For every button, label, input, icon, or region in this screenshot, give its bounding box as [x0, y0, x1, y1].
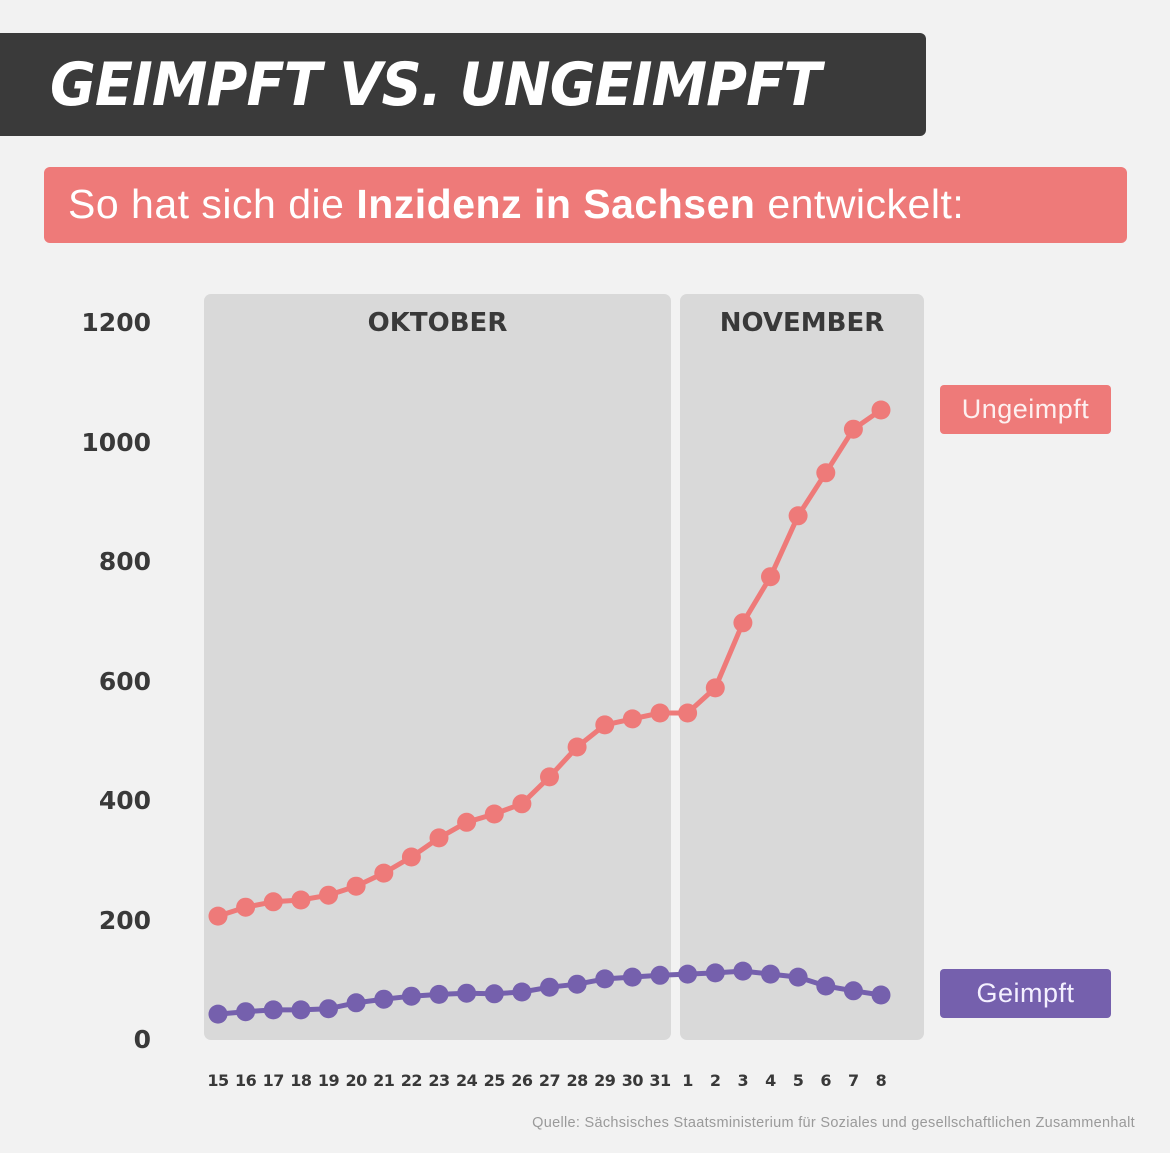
- y-tick-label: 0: [133, 1025, 151, 1054]
- x-tick-label: 25: [483, 1071, 506, 1090]
- y-tick-label: 200: [98, 905, 151, 935]
- x-tick-label: 2: [709, 1071, 721, 1090]
- legend-geimpft: Geimpft: [940, 969, 1111, 1018]
- x-tick-label: 19: [317, 1071, 340, 1090]
- x-tick-label: 22: [400, 1071, 423, 1090]
- x-tick-label: 27: [538, 1071, 561, 1090]
- x-tick-label: 7: [848, 1071, 859, 1090]
- x-tick-label: 18: [290, 1071, 312, 1090]
- x-tick-label: 6: [820, 1071, 832, 1090]
- month-label-oktober: OKTOBER: [367, 308, 508, 338]
- x-tick-label: 30: [621, 1071, 644, 1090]
- x-tick-label: 8: [875, 1071, 887, 1090]
- x-tick-label: 4: [765, 1071, 776, 1090]
- y-tick-label: 400: [98, 786, 151, 815]
- x-tick-label: 31: [649, 1071, 671, 1090]
- x-tick-label: 28: [566, 1071, 588, 1090]
- x-tick-label: 16: [234, 1071, 257, 1090]
- x-tick-label: 1: [682, 1071, 693, 1090]
- subtitle-pre: So hat sich die: [68, 181, 357, 227]
- x-tick-label: 26: [511, 1071, 533, 1090]
- subtitle-banner: So hat sich die Inzidenz in Sachsen entw…: [44, 167, 1127, 243]
- x-tick-label: 20: [345, 1071, 367, 1090]
- y-tick-label: 800: [98, 547, 151, 576]
- source-note: Quelle: Sächsisches Staatsministerium fü…: [532, 1115, 1135, 1131]
- title-banner: GEIMPFT VS. UNGEIMPFT: [0, 33, 926, 136]
- x-tick-label: 21: [373, 1071, 395, 1090]
- y-tick-label: 1000: [81, 427, 151, 457]
- x-tick-label: 17: [262, 1071, 285, 1090]
- x-tick-label: 23: [428, 1071, 450, 1090]
- month-panel-oktober: OKTOBER: [204, 294, 671, 1040]
- y-tick-label: 600: [98, 666, 151, 696]
- x-tick-label: 15: [207, 1071, 229, 1090]
- x-tick-label: 29: [594, 1071, 616, 1090]
- legend-ungeimpft: Ungeimpft: [940, 385, 1111, 434]
- month-label-november: NOVEMBER: [719, 308, 885, 338]
- subtitle-post: entwickelt:: [755, 181, 965, 227]
- y-tick-label: 1200: [81, 308, 151, 337]
- x-tick-label: 24: [455, 1071, 478, 1090]
- month-panel-november: NOVEMBER: [680, 294, 924, 1040]
- subtitle: So hat sich die Inzidenz in Sachsen entw…: [68, 167, 964, 241]
- subtitle-bold: Inzidenz in Sachsen: [356, 181, 756, 227]
- page-title: GEIMPFT VS. UNGEIMPFT: [50, 50, 821, 120]
- x-tick-label: 3: [737, 1071, 749, 1090]
- x-tick-label: 5: [792, 1071, 804, 1090]
